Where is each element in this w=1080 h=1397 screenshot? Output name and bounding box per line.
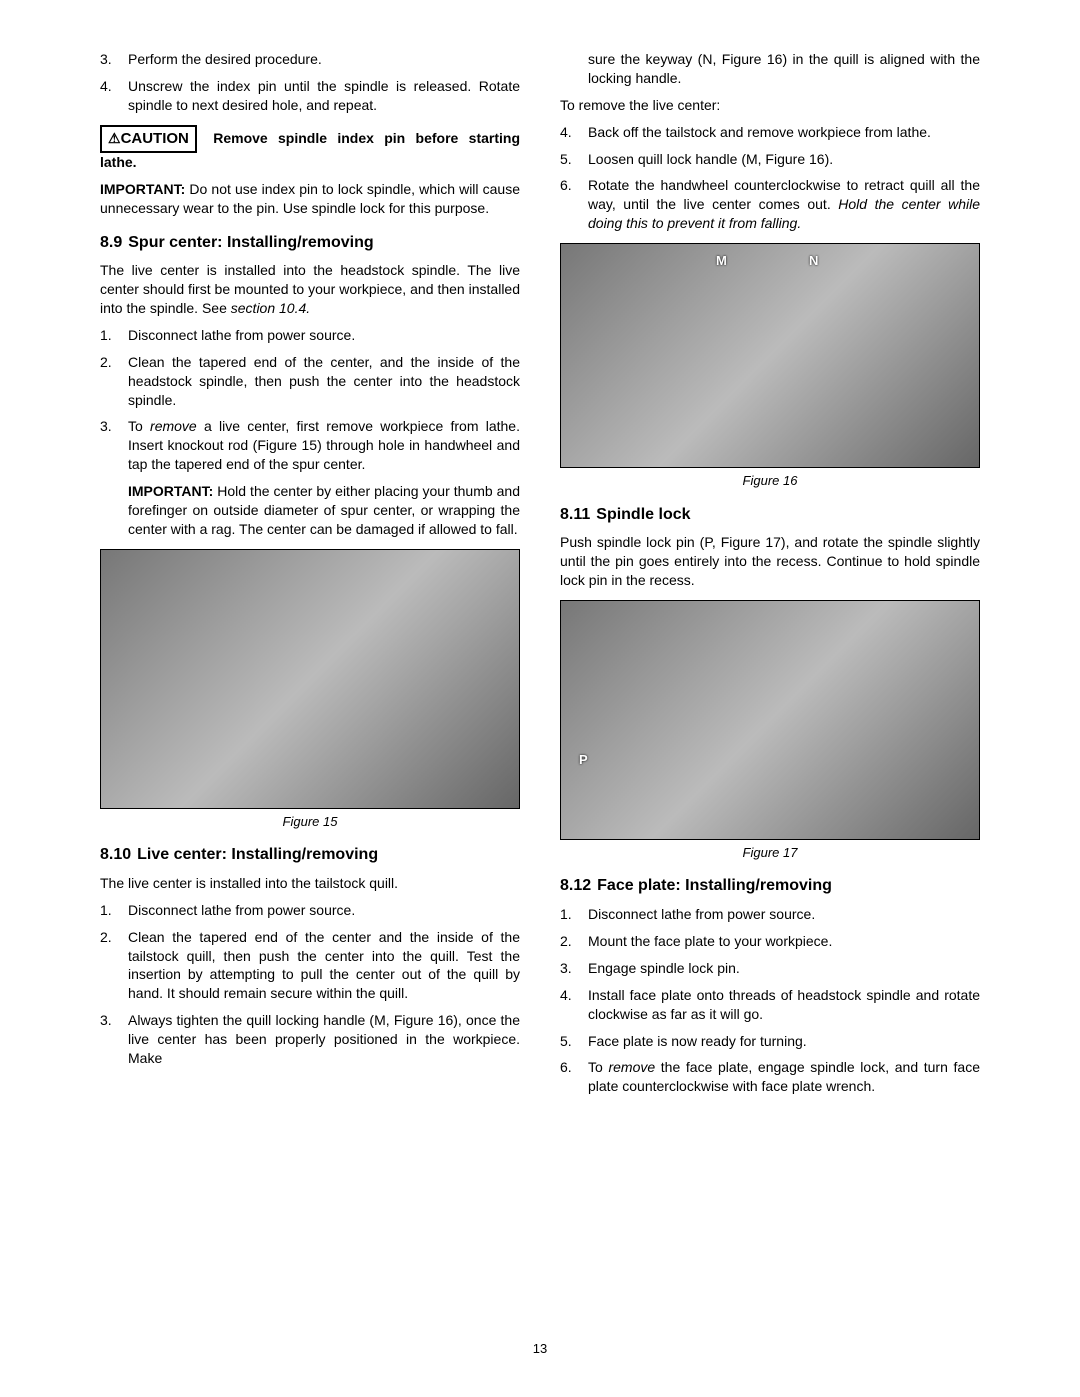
item-number: 5.	[560, 1032, 572, 1051]
item-number: 1.	[100, 326, 112, 345]
section-heading-8-11: 8.11 Spindle lock	[560, 504, 980, 526]
important-note-indented: IMPORTANT: Hold the center by either pla…	[100, 482, 520, 539]
item-text: Clean the tapered end of the center and …	[128, 929, 520, 1002]
figure-image-placeholder: P	[560, 600, 980, 840]
figure-label-n: N	[809, 252, 818, 270]
procedure-list: 1. Disconnect lathe from power source. 2.…	[100, 326, 520, 474]
important-label: IMPORTANT:	[100, 181, 185, 197]
section-title: Live center: Installing/removing	[137, 846, 378, 863]
item-text-a: To	[128, 418, 150, 434]
item-text: Disconnect lathe from power source.	[588, 906, 815, 922]
item-number: 3.	[100, 417, 112, 436]
list-item: 4. Install face plate onto threads of hea…	[560, 986, 980, 1024]
item-text: Clean the tapered end of the center, and…	[128, 354, 520, 408]
item-number: 2.	[560, 932, 572, 951]
remove-intro: To remove the live center:	[560, 96, 980, 115]
list-item: 3. Engage spindle lock pin.	[560, 959, 980, 978]
figure-label-m: M	[716, 252, 727, 270]
section-paragraph: Push spindle lock pin (P, Figure 17), an…	[560, 533, 980, 590]
continued-list: 3. Perform the desired procedure. 4. Unscr…	[100, 50, 520, 115]
caution-paragraph: ⚠CAUTION Remove spindle index pin before…	[100, 125, 520, 172]
item-text: Perform the desired procedure.	[128, 51, 322, 67]
item-text-a: To	[588, 1059, 608, 1075]
warning-icon: ⚠	[108, 130, 121, 146]
item-emph: remove	[150, 418, 197, 434]
list-item: 4. Back off the tailstock and remove work…	[560, 123, 980, 142]
figure-caption: Figure 16	[560, 472, 980, 490]
figure-17: P Figure 17	[560, 600, 980, 862]
section-title: Spindle lock	[596, 506, 690, 523]
section-title: Spur center: Installing/removing	[128, 234, 373, 251]
section-intro: The live center is installed into the ta…	[100, 874, 520, 893]
important-label: IMPORTANT:	[128, 483, 213, 499]
list-item: 2. Clean the tapered end of the center an…	[100, 928, 520, 1004]
section-number: 8.9	[100, 234, 122, 251]
section-number: 8.11	[560, 506, 590, 523]
list-item: 2. Clean the tapered end of the center, a…	[100, 353, 520, 410]
list-item: 3.To remove a live center, first remove …	[100, 417, 520, 474]
section-heading-8-9: 8.9 Spur center: Installing/removing	[100, 232, 520, 254]
item-text: Always tighten the quill locking handle …	[128, 1012, 520, 1066]
caution-badge: ⚠CAUTION	[100, 125, 197, 153]
item-number: 2.	[100, 353, 112, 372]
procedure-list: 1. Disconnect lathe from power source. 2.…	[560, 905, 980, 1096]
page-number: 13	[100, 1340, 980, 1358]
item-number: 5.	[560, 150, 572, 169]
figure-15: Figure 15	[100, 549, 520, 831]
figure-caption: Figure 15	[100, 813, 520, 831]
item-number: 1.	[560, 905, 572, 924]
item-text: Loosen quill lock handle (M, Figure 16).	[588, 151, 833, 167]
list-item: 5. Loosen quill lock handle (M, Figure 16…	[560, 150, 980, 169]
caution-label: CAUTION	[121, 130, 189, 147]
section-heading-8-12: 8.12 Face plate: Installing/removing	[560, 875, 980, 897]
item-number: 4.	[560, 123, 572, 142]
item-number: 2.	[100, 928, 112, 947]
procedure-list-continued: 4. Back off the tailstock and remove work…	[560, 123, 980, 233]
section-number: 8.10	[100, 846, 131, 863]
item-number: 4.	[560, 986, 572, 1005]
item-number: 6.	[560, 1058, 572, 1077]
item-number: 4.	[100, 77, 112, 96]
item-number: 1.	[100, 901, 112, 920]
item-text: Install face plate onto threads of heads…	[588, 987, 980, 1022]
section-intro: The live center is installed into the he…	[100, 261, 520, 318]
figure-caption: Figure 17	[560, 844, 980, 862]
figure-label-p: P	[579, 751, 588, 769]
list-item: 5. Face plate is now ready for turning.	[560, 1032, 980, 1051]
item-number: 3.	[100, 1011, 112, 1030]
section-number: 8.12	[560, 877, 591, 894]
item-emph: remove	[608, 1059, 655, 1075]
item-number: 3.	[560, 959, 572, 978]
list-item: 6.To remove the face plate, engage spind…	[560, 1058, 980, 1096]
list-item: 2. Mount the face plate to your workpiece…	[560, 932, 980, 951]
figure-image-placeholder: M N	[560, 243, 980, 468]
procedure-list: 1. Disconnect lathe from power source. 2.…	[100, 901, 520, 1068]
list-item: 4. Unscrew the index pin until the spindl…	[100, 77, 520, 115]
list-item: 3. Always tighten the quill locking handl…	[100, 1011, 520, 1068]
item-text: Unscrew the index pin until the spindle …	[128, 78, 520, 113]
section-title: Face plate: Installing/removing	[597, 877, 832, 894]
item-text: Face plate is now ready for turning.	[588, 1033, 807, 1049]
continued-item-text: sure the keyway (N, Figure 16) in the qu…	[560, 50, 980, 88]
list-item: 6.Rotate the handwheel counterclockwise …	[560, 176, 980, 233]
item-number: 3.	[100, 50, 112, 69]
section-heading-8-10: 8.10 Live center: Installing/removing	[100, 844, 520, 866]
list-item: 1. Disconnect lathe from power source.	[100, 326, 520, 345]
list-item: 1. Disconnect lathe from power source.	[560, 905, 980, 924]
item-text: Disconnect lathe from power source.	[128, 902, 355, 918]
figure-16: M N Figure 16	[560, 243, 980, 490]
item-number: 6.	[560, 176, 572, 195]
important-paragraph: IMPORTANT: Do not use index pin to lock …	[100, 180, 520, 218]
figure-image-placeholder	[100, 549, 520, 809]
item-text: Disconnect lathe from power source.	[128, 327, 355, 343]
item-text: Back off the tailstock and remove workpi…	[588, 124, 931, 140]
section-ref: section 10.4.	[231, 300, 310, 316]
item-text: Engage spindle lock pin.	[588, 960, 740, 976]
item-text: Mount the face plate to your workpiece.	[588, 933, 832, 949]
list-item: 3. Perform the desired procedure.	[100, 50, 520, 69]
list-item: 1. Disconnect lathe from power source.	[100, 901, 520, 920]
